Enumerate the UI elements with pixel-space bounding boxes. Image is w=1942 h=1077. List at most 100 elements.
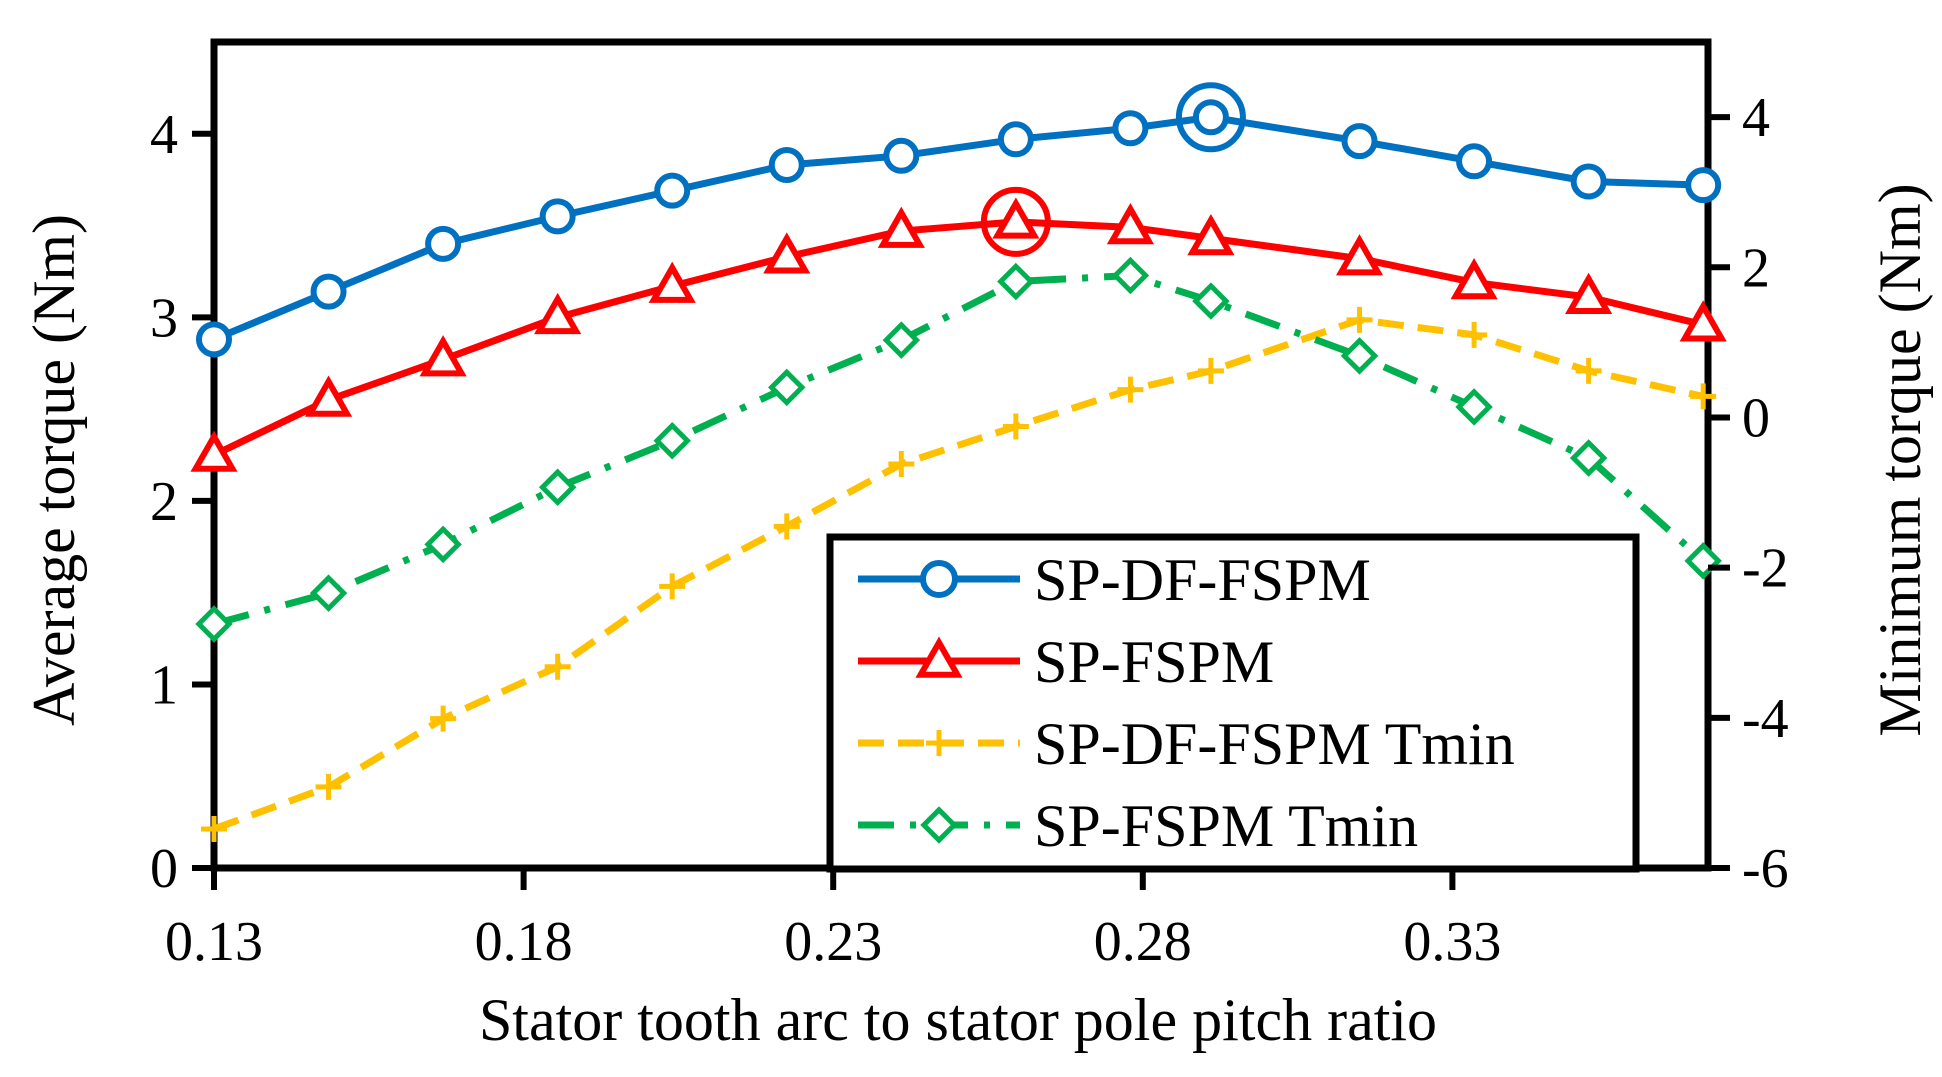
data-point xyxy=(763,232,811,274)
data-point xyxy=(315,773,342,800)
data-point xyxy=(659,573,686,600)
y-right-tick-label: -4 xyxy=(1742,688,1789,750)
data-point xyxy=(1197,357,1224,384)
legend-entry: SP-FSPM Tmin xyxy=(858,793,1418,859)
legend-marker xyxy=(915,636,963,678)
legend-marker xyxy=(920,806,958,844)
data-point xyxy=(1187,213,1235,256)
legend-label: SP-FSPM xyxy=(1034,629,1274,695)
data-point xyxy=(1461,321,1488,348)
data-point xyxy=(997,121,1034,158)
data-point xyxy=(430,705,457,732)
data-point xyxy=(1570,163,1607,200)
data-point xyxy=(309,574,348,612)
data-point xyxy=(1106,202,1154,245)
peak-highlight-ring xyxy=(980,186,1051,257)
legend-marker xyxy=(926,730,952,756)
data-point xyxy=(1335,234,1384,276)
data-point xyxy=(190,430,238,472)
data-point xyxy=(1685,167,1722,204)
series-sp-fspm-tmin xyxy=(195,256,1722,643)
data-point xyxy=(1690,383,1717,410)
y-left-tick-label: 3 xyxy=(150,287,178,349)
data-point xyxy=(425,225,462,262)
data-point xyxy=(1575,357,1602,384)
series-layer xyxy=(190,82,1727,842)
data-point xyxy=(196,321,232,358)
data-point xyxy=(1111,256,1150,295)
y-right-tick-label: -2 xyxy=(1742,538,1789,600)
y-axis-right-title: Minimum torque (Nm) xyxy=(1867,183,1933,736)
data-point xyxy=(1002,413,1029,440)
data-point xyxy=(773,513,800,540)
legend-label: SP-FSPM Tmin xyxy=(1034,793,1418,859)
data-point xyxy=(1117,376,1144,403)
x-tick-label: 0.28 xyxy=(1094,911,1192,973)
y-left-tick-label: 1 xyxy=(150,654,178,716)
x-tick-label: 0.13 xyxy=(165,911,263,973)
data-point xyxy=(1456,143,1493,180)
data-point xyxy=(544,653,571,680)
data-point xyxy=(997,262,1035,301)
legend-entry: SP-FSPM xyxy=(858,629,1274,695)
y-right-tick-label: 0 xyxy=(1742,387,1770,449)
y-right-tick-label: 4 xyxy=(1742,87,1770,149)
data-point xyxy=(419,335,467,377)
data-point xyxy=(883,137,920,174)
x-tick-label: 0.33 xyxy=(1403,911,1501,973)
series-line xyxy=(212,218,1704,459)
data-point xyxy=(1340,337,1379,375)
data-point xyxy=(304,375,353,417)
data-point xyxy=(1192,282,1230,320)
data-point xyxy=(201,815,227,842)
data-point xyxy=(1450,258,1498,300)
data-point xyxy=(1679,300,1727,342)
data-point xyxy=(1684,542,1722,580)
data-point xyxy=(992,197,1040,239)
peak-highlight-ring xyxy=(1175,82,1246,153)
data-point xyxy=(877,206,925,248)
data-point xyxy=(653,421,691,460)
x-tick-label: 0.23 xyxy=(784,911,882,973)
y-left-tick-label: 4 xyxy=(150,104,178,166)
data-point xyxy=(1455,388,1493,426)
data-point xyxy=(648,261,696,303)
series-line xyxy=(213,272,1706,628)
data-point xyxy=(768,368,806,407)
data-point xyxy=(534,292,582,335)
data-point xyxy=(654,172,691,209)
y-right-tick-label: -6 xyxy=(1742,838,1789,900)
data-point xyxy=(1346,306,1373,333)
series-line xyxy=(212,113,1704,343)
legend-marker xyxy=(920,560,958,598)
legend-label: SP-DF-FSPM xyxy=(1034,547,1371,613)
legend-entry: SP-DF-FSPM xyxy=(858,547,1371,613)
legend-label: SP-DF-FSPM Tmin xyxy=(1034,711,1515,777)
x-axis-title: Stator tooth arc to stator pole pitch ra… xyxy=(479,987,1437,1053)
data-point xyxy=(195,605,233,643)
data-point xyxy=(310,273,347,310)
x-tick-label: 0.18 xyxy=(475,911,573,973)
series-line xyxy=(212,316,1704,833)
data-point xyxy=(1112,110,1149,147)
data-point xyxy=(882,321,921,359)
series-sp-df-fspm xyxy=(196,82,1722,358)
data-point xyxy=(1565,272,1613,314)
y-axis-left-title: Average torque (Nm) xyxy=(21,214,87,726)
legend-box xyxy=(826,533,1640,873)
legend: SP-DF-FSPM SP-FSPM SP-DF-FSPM Tmin SP-FSPM … xyxy=(826,533,1640,873)
data-point xyxy=(1192,99,1229,136)
series-sp-df-fspm-tmin xyxy=(201,306,1717,842)
series-sp-fspm xyxy=(190,186,1727,472)
data-point xyxy=(1569,439,1608,477)
ticks-layer: 0.13 0.18 0.23 0.28 0.33 0 1 2 3 4 -6 -4 -2 0 2 4 xyxy=(150,87,1789,973)
data-point xyxy=(538,468,577,507)
data-point xyxy=(1341,123,1378,160)
y-left-tick-label: 0 xyxy=(150,838,178,900)
data-point xyxy=(888,451,915,478)
legend-entry: SP-DF-FSPM Tmin xyxy=(858,711,1515,777)
data-point xyxy=(424,525,462,564)
data-point xyxy=(539,198,576,235)
y-right-tick-label: 2 xyxy=(1742,237,1770,299)
